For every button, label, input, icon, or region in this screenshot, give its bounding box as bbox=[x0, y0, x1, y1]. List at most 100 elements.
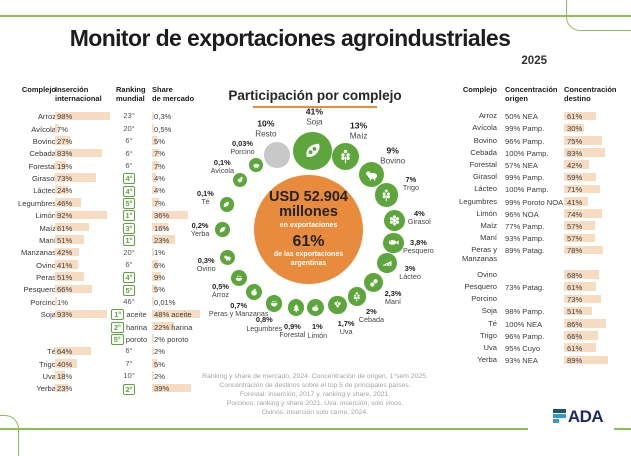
insercion-bar bbox=[55, 247, 79, 257]
ranking-value: 6° bbox=[125, 346, 133, 356]
ring-item-value: 3% bbox=[404, 263, 416, 273]
insercion-bar bbox=[55, 371, 66, 380]
insercion-bar bbox=[55, 148, 102, 158]
mani-icon bbox=[368, 277, 380, 289]
share-bar bbox=[152, 359, 157, 368]
destino-value: 61% bbox=[567, 344, 583, 353]
ring-item-value: 0,1% bbox=[213, 157, 231, 167]
origen-value: 93% NEA bbox=[505, 356, 538, 366]
green-line-top bbox=[0, 15, 631, 17]
bovino-icon bbox=[364, 167, 380, 183]
bovino-label: 9% Bovino bbox=[361, 146, 425, 166]
ring-item-name: Trigo bbox=[402, 183, 419, 192]
share-value: 2% poroto bbox=[154, 334, 189, 344]
page-title: Monitor de exportaciones agroindustriale… bbox=[69, 25, 511, 51]
insercion-value: 23% bbox=[57, 384, 73, 394]
share-value: 7% bbox=[154, 161, 165, 171]
origen-value: 93% Pamp. bbox=[505, 234, 545, 244]
trigo-label: 7% Trigo bbox=[379, 175, 443, 192]
table-row-name: Arroz bbox=[478, 111, 497, 121]
girasol-label: 4% Girasol bbox=[387, 209, 451, 226]
destino-value: 83% bbox=[567, 148, 583, 158]
insercion-bar bbox=[55, 136, 71, 145]
insercion-bar bbox=[55, 161, 66, 170]
share-bar bbox=[152, 383, 191, 393]
destino-bar bbox=[564, 148, 606, 157]
porcino-icon bbox=[252, 161, 261, 170]
origen-value: 95% Cuyo bbox=[505, 344, 541, 353]
ring-item-name: Girasol bbox=[407, 216, 431, 226]
table-row-name: Peras y Manzanas bbox=[461, 245, 497, 264]
ranking-value: 6° bbox=[125, 136, 133, 146]
ring-item-value: 2,3% bbox=[384, 288, 402, 298]
girasol-icon bbox=[388, 214, 401, 227]
table-row-name: Maní bbox=[39, 235, 56, 245]
table-row-name: Lácteo bbox=[474, 184, 497, 194]
share-value: 6% bbox=[154, 260, 165, 270]
insercion-bar bbox=[55, 383, 68, 393]
insercion-bar bbox=[55, 210, 107, 220]
ranking-badge: 1° bbox=[122, 235, 136, 247]
uva-icon bbox=[332, 299, 343, 310]
ring-item-value: 0,7% bbox=[230, 300, 248, 310]
origen-value: 89% Patag. bbox=[505, 246, 545, 256]
insercion-bar bbox=[55, 297, 57, 306]
column-header: Complejo bbox=[462, 85, 497, 94]
table-row-name: Ovino bbox=[477, 269, 497, 279]
ranking-cell: 1° bbox=[106, 210, 152, 222]
destino-bar bbox=[564, 282, 597, 291]
insercion-value: 64% bbox=[57, 347, 73, 357]
ranking-cell: 1° aceite bbox=[106, 309, 152, 321]
share-value: 48% aceite bbox=[154, 310, 192, 320]
ranking-cell: 5° bbox=[106, 284, 152, 296]
share-value: 0,01% bbox=[154, 297, 176, 307]
ranking-badge: 2° bbox=[110, 321, 124, 333]
table-row-name: Pesquero bbox=[464, 282, 497, 291]
ring-item-name: Limón bbox=[307, 330, 328, 340]
uva-circle bbox=[328, 295, 347, 315]
ranking-badge: 5° bbox=[122, 198, 136, 209]
table-row-name: Peras bbox=[36, 273, 56, 282]
share-value: 7% bbox=[154, 198, 165, 208]
table-row-name: Lácteo bbox=[33, 186, 56, 196]
destino-bar bbox=[564, 343, 597, 352]
ranking-badge: 4° bbox=[122, 185, 136, 197]
insercion-value: 19% bbox=[57, 161, 73, 171]
table-row-name: Legumbres bbox=[459, 196, 497, 206]
share-value: 9% bbox=[154, 273, 165, 282]
table-row-name: Maíz bbox=[39, 223, 56, 233]
table-row-name: Yerba bbox=[36, 384, 56, 394]
table-row-name: Limón bbox=[35, 211, 56, 221]
table-row-name: Uva bbox=[42, 372, 56, 381]
table-row-name: Ovino bbox=[36, 260, 56, 270]
insercion-value: 24% bbox=[57, 186, 73, 196]
share-value: 2% bbox=[154, 372, 165, 381]
destino-bar bbox=[564, 184, 601, 194]
insercion-bar bbox=[55, 124, 59, 133]
limon-circle bbox=[306, 299, 324, 317]
insercion-value: 7% bbox=[57, 124, 68, 134]
maiz-label: 13% Maíz bbox=[327, 121, 391, 141]
lacteo-circle bbox=[377, 252, 397, 273]
share-bar bbox=[152, 309, 200, 319]
ring-item-value: 41% bbox=[305, 106, 323, 117]
insercion-value: 51% bbox=[57, 235, 73, 245]
share-bar bbox=[152, 334, 154, 343]
ring-item-name: Maní bbox=[385, 297, 401, 306]
ranking-badge: 3° bbox=[122, 222, 136, 234]
table-row-name: Uva bbox=[483, 343, 497, 352]
legumbres-icon bbox=[269, 298, 279, 308]
column-header: Concentración origen bbox=[505, 85, 558, 103]
footnote: Ranking y share de mercado, 2024. Concen… bbox=[202, 373, 428, 417]
ranking-value: 20° bbox=[123, 123, 135, 133]
share-value: 7% bbox=[154, 149, 165, 159]
green-corner-top-right bbox=[566, 0, 631, 31]
table-row-name: Arroz bbox=[37, 112, 56, 122]
ring-item-name: Arroz bbox=[211, 290, 230, 300]
fada-logo: ADA bbox=[540, 404, 616, 428]
destino-bar bbox=[564, 245, 604, 255]
column-header: Inserción internacional bbox=[55, 85, 102, 103]
destino-value: 51% bbox=[567, 307, 583, 317]
ranking-badge: 4° bbox=[122, 272, 136, 284]
table-row-name: Té bbox=[488, 318, 497, 328]
